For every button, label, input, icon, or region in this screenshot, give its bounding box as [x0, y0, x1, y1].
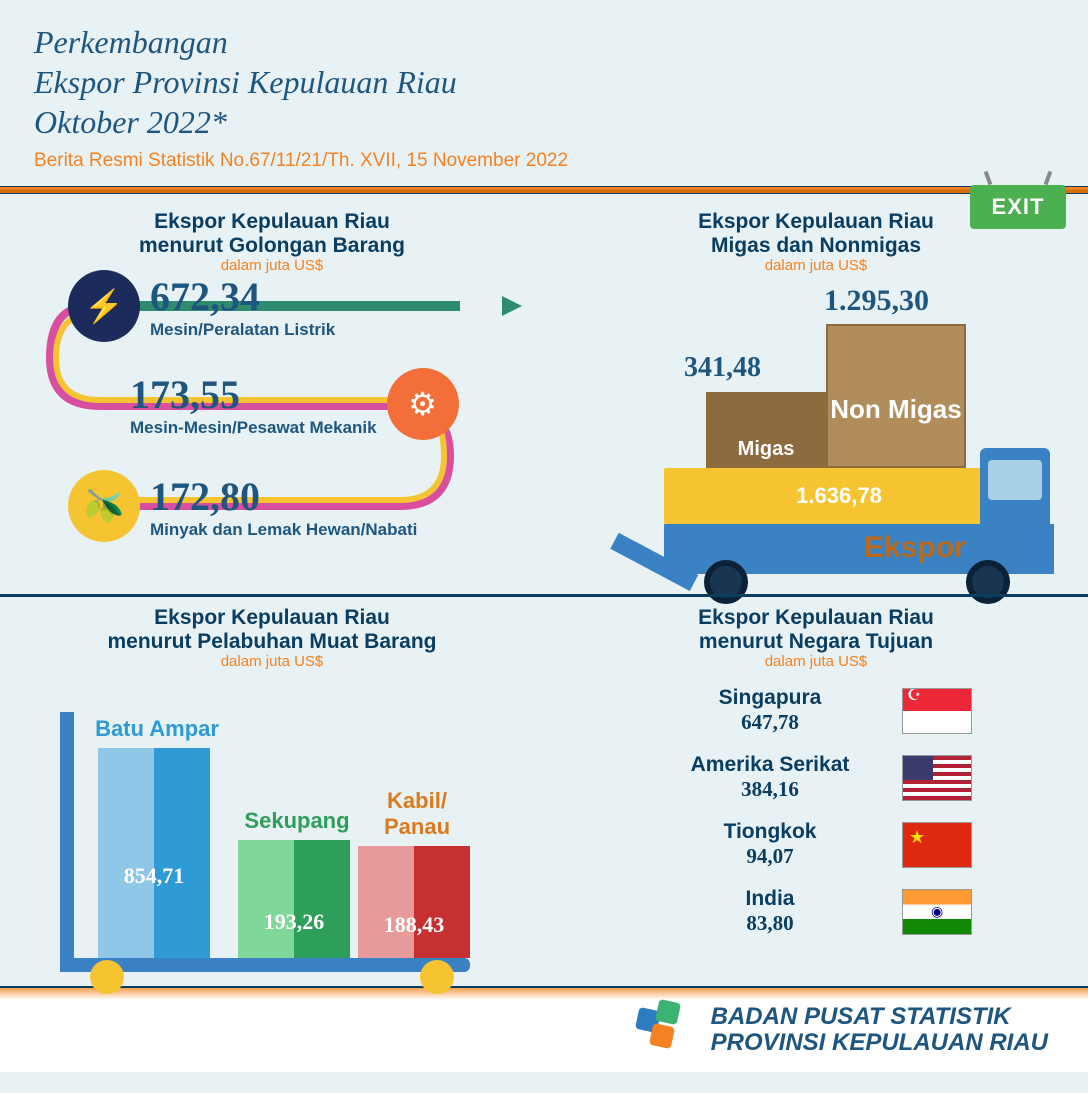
country-row: India 83,80 — [564, 887, 1068, 936]
goods-text: 173,55 Mesin-Mesin/Pesawat Mekanik — [130, 371, 377, 438]
cart-wheel-icon — [90, 960, 124, 994]
panel-ports-title: Ekspor Kepulauan Riau menurut Pelabuhan … — [20, 606, 524, 654]
goods-item: 🫒 172,80 Minyak dan Lemak Hewan/Nabati — [68, 470, 427, 542]
panel-ports: Ekspor Kepulauan Riau menurut Pelabuhan … — [0, 590, 544, 986]
goods-label: Mesin/Peralatan Listrik — [150, 320, 335, 340]
footer: BADAN PUSAT STATISTIK PROVINSI KEPULAUAN… — [0, 986, 1088, 1072]
panel-countries-title: Ekspor Kepulauan Riau menurut Negara Tuj… — [564, 606, 1068, 654]
header: Perkembangan Ekspor Provinsi Kepulauan R… — [0, 0, 1088, 186]
arrow-icon — [502, 296, 522, 316]
truck-total: 1.636,78 — [664, 468, 1014, 524]
goods-text: 172,80 Minyak dan Lemak Hewan/Nabati — [150, 473, 417, 540]
flag-icon — [902, 889, 972, 935]
country-name: Singapura — [660, 686, 880, 710]
goods-icon: ⚡ — [68, 270, 140, 342]
goods-icon: ⚙ — [387, 368, 459, 440]
main-title: Perkembangan Ekspor Provinsi Kepulauan R… — [34, 22, 1054, 142]
port-label: Batu Ampar — [92, 716, 222, 742]
top-divider — [0, 186, 1088, 194]
panel-migas-unit: dalam juta US$ — [564, 257, 1068, 274]
title-line-2: Ekspor Provinsi Kepulauan Riau — [34, 64, 457, 100]
port-bar: 854,71 — [98, 748, 210, 958]
goods-label: Minyak dan Lemak Hewan/Nabati — [150, 520, 417, 540]
truck-illustration: 1.295,30 341,48 Non Migas Migas 1.636,78… — [564, 286, 1068, 596]
goods-snake: ⚡ 672,34 Mesin/Peralatan Listrik 173,55 … — [20, 288, 524, 588]
goods-value: 672,34 — [150, 273, 335, 320]
cart-pole — [60, 712, 74, 972]
cart-chart: 854,71 Batu Ampar 193,26 Sekupang 188,43 Ka… — [20, 674, 524, 994]
port-bar: 193,26 — [238, 840, 350, 958]
country-value: 647,78 — [660, 710, 880, 735]
panel-countries-unit: dalam juta US$ — [564, 653, 1068, 670]
title-line-1: Perkembangan — [34, 24, 228, 60]
country-value: 94,07 — [660, 844, 880, 869]
country-row: Tiongkok 94,07 — [564, 820, 1068, 869]
goods-value: 173,55 — [130, 371, 377, 418]
flag-icon — [902, 688, 972, 734]
migas-value: 341,48 — [684, 352, 761, 384]
panel-goods: Ekspor Kepulauan Riau menurut Golongan B… — [0, 194, 544, 590]
country-name: Tiongkok — [660, 820, 880, 844]
country-list: Singapura 647,78 Amerika Serikat 384,16 … — [564, 686, 1068, 936]
content-grid: Ekspor Kepulauan Riau menurut Golongan B… — [0, 194, 1088, 986]
panel-goods-title: Ekspor Kepulauan Riau menurut Golongan B… — [20, 210, 524, 258]
country-value: 83,80 — [660, 911, 880, 936]
country-text: Singapura 647,78 — [660, 686, 880, 735]
country-text: India 83,80 — [660, 887, 880, 936]
country-text: Tiongkok 94,07 — [660, 820, 880, 869]
country-text: Amerika Serikat 384,16 — [660, 753, 880, 802]
bps-logo-icon — [635, 1001, 693, 1059]
country-name: Amerika Serikat — [660, 753, 880, 777]
goods-item: 173,55 Mesin-Mesin/Pesawat Mekanik⚙ — [120, 368, 459, 440]
port-value: 193,26 — [238, 879, 350, 935]
goods-icon: 🫒 — [68, 470, 140, 542]
country-value: 384,16 — [660, 777, 880, 802]
port-value: 854,71 — [98, 833, 210, 889]
nonmigas-box: Non Migas — [826, 324, 966, 468]
migas-box: Migas — [706, 392, 826, 468]
mid-divider — [0, 594, 1088, 597]
footer-text: BADAN PUSAT STATISTIK PROVINSI KEPULAUAN… — [711, 1004, 1048, 1057]
flag-icon — [902, 755, 972, 801]
nonmigas-value: 1.295,30 — [824, 284, 929, 318]
goods-label: Mesin-Mesin/Pesawat Mekanik — [130, 418, 377, 438]
title-line-3: Oktober 2022* — [34, 104, 227, 140]
cart-wheel-icon — [420, 960, 454, 994]
port-label: Kabil/ Panau — [352, 788, 482, 840]
panel-migas-title: Ekspor Kepulauan Riau Migas dan Nonmigas — [564, 210, 1068, 258]
country-row: Amerika Serikat 384,16 — [564, 753, 1068, 802]
panel-ports-unit: dalam juta US$ — [20, 653, 524, 670]
goods-value: 172,80 — [150, 473, 417, 520]
country-row: Singapura 647,78 — [564, 686, 1068, 735]
panel-migas: Ekspor Kepulauan Riau Migas dan Nonmigas… — [544, 194, 1088, 590]
country-name: India — [660, 887, 880, 911]
port-value: 188,43 — [358, 882, 470, 938]
truck-front — [980, 448, 1050, 574]
port-bar: 188,43 — [358, 846, 470, 958]
flag-icon — [902, 822, 972, 868]
goods-text: 672,34 Mesin/Peralatan Listrik — [150, 273, 335, 340]
panel-countries: Ekspor Kepulauan Riau menurut Negara Tuj… — [544, 590, 1088, 986]
port-label: Sekupang — [232, 808, 362, 834]
subtitle: Berita Resmi Statistik No.67/11/21/Th. X… — [34, 150, 1054, 172]
goods-item: ⚡ 672,34 Mesin/Peralatan Listrik — [68, 270, 345, 342]
